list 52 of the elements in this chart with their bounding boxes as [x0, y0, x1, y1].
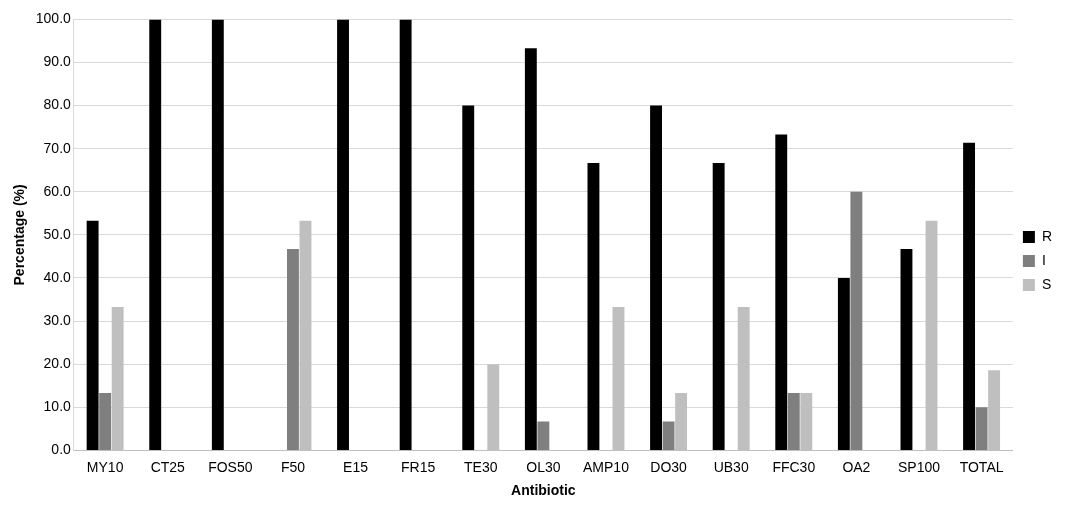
y-tick-label: 60.0	[43, 182, 72, 199]
y-tick-label: 0.0	[51, 441, 72, 458]
y-axis-title: Percentage (%)	[11, 184, 28, 286]
bar	[149, 19, 162, 450]
x-tick-label: AMP10	[583, 458, 630, 475]
bar	[775, 134, 788, 450]
bar	[787, 393, 800, 450]
bar	[662, 421, 675, 450]
bar	[587, 162, 600, 450]
bar	[337, 19, 349, 450]
bar	[850, 191, 863, 450]
bar	[86, 220, 99, 450]
x-tick-label: MY10	[86, 458, 124, 475]
bar	[211, 19, 224, 450]
bar	[712, 162, 725, 450]
bar	[963, 142, 976, 450]
x-tick-label: F50	[280, 458, 306, 475]
y-tick-label: 40.0	[43, 268, 72, 285]
y-tick-label: 30.0	[43, 311, 72, 328]
x-tick-label: SP100	[897, 458, 941, 475]
y-tick-label: 70.0	[43, 139, 72, 156]
bar	[537, 421, 550, 450]
x-tick-label: TOTAL	[959, 458, 1004, 475]
bar	[900, 249, 913, 450]
x-tick-label: FOS50	[208, 458, 253, 475]
y-tick-label: 20.0	[43, 355, 72, 372]
x-axis-title: Antibiotic	[511, 482, 576, 499]
x-tick-label: FR15	[401, 458, 436, 475]
bar	[462, 105, 475, 450]
x-tick-label: OA2	[842, 458, 871, 475]
y-tick-label: 50.0	[43, 225, 72, 242]
legend-label: S	[1041, 275, 1052, 292]
bar	[99, 393, 112, 450]
x-tick-label: DO30	[650, 458, 688, 475]
x-tick-label: TE30	[464, 458, 498, 475]
y-tick-label: 10.0	[43, 398, 72, 415]
x-tick-label: CT25	[150, 458, 186, 475]
bar	[650, 105, 662, 450]
legend-label: R	[1041, 227, 1053, 244]
legend-label: I	[1041, 251, 1046, 268]
x-tick-label: OL30	[526, 458, 561, 475]
x-tick-label: FFC30	[772, 458, 816, 475]
bar	[975, 407, 988, 450]
y-tick-label: 80.0	[43, 96, 72, 113]
x-tick-label: E15	[343, 458, 369, 475]
bar	[837, 278, 850, 450]
bar	[287, 249, 299, 450]
bar	[399, 19, 412, 450]
bar	[524, 48, 537, 450]
y-tick-label: 100.0	[35, 10, 72, 27]
y-tick-label: 90.0	[43, 53, 72, 70]
x-tick-label: UB30	[713, 458, 749, 475]
